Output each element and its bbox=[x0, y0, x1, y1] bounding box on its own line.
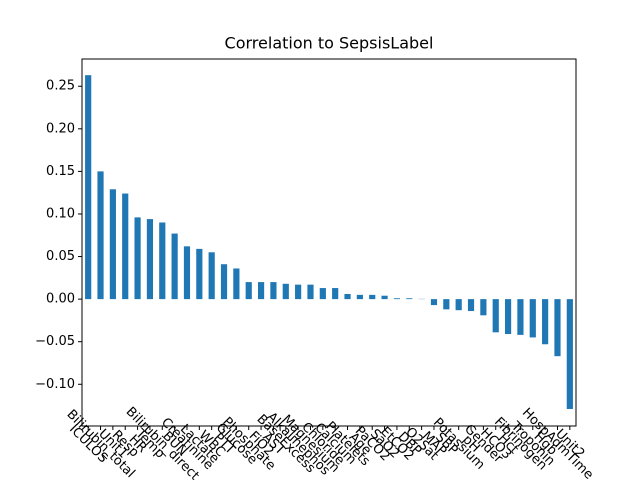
bar bbox=[504, 299, 512, 335]
bar bbox=[97, 171, 104, 300]
bar bbox=[332, 288, 339, 300]
bar bbox=[85, 75, 92, 300]
bar bbox=[208, 252, 215, 300]
y-tick-label: 0.10 bbox=[46, 206, 75, 221]
bar bbox=[171, 233, 178, 300]
bar bbox=[282, 283, 289, 300]
bar bbox=[542, 299, 549, 345]
y-tick-label: −0.10 bbox=[35, 377, 75, 392]
y-tick-label: 0.00 bbox=[46, 292, 75, 307]
bar bbox=[233, 268, 240, 300]
bar bbox=[344, 294, 351, 300]
bar bbox=[406, 298, 413, 300]
bar bbox=[393, 298, 401, 300]
plot-frame bbox=[81, 58, 577, 427]
bar bbox=[196, 248, 203, 300]
bar bbox=[159, 222, 166, 300]
bar bbox=[443, 299, 450, 310]
bar bbox=[134, 217, 141, 300]
chart-title: Correlation to SepsisLabel bbox=[225, 34, 434, 53]
bar bbox=[492, 299, 499, 333]
bar bbox=[109, 189, 116, 300]
bar bbox=[430, 299, 438, 306]
bar bbox=[295, 284, 302, 300]
bar bbox=[307, 284, 314, 300]
y-tick-label: 0.05 bbox=[46, 249, 75, 264]
bar bbox=[245, 282, 252, 300]
bar bbox=[369, 294, 376, 300]
bar bbox=[257, 282, 265, 300]
bar bbox=[356, 294, 363, 300]
y-tick-label: −0.05 bbox=[35, 334, 75, 349]
bar bbox=[455, 299, 462, 311]
bar bbox=[467, 299, 475, 312]
bar bbox=[381, 295, 388, 300]
y-tick-label: 0.15 bbox=[46, 164, 75, 179]
bar bbox=[220, 264, 228, 300]
bar bbox=[146, 219, 154, 300]
bar bbox=[517, 299, 524, 335]
bar bbox=[270, 282, 277, 300]
bar bbox=[480, 299, 487, 316]
bar bbox=[529, 299, 536, 338]
y-tick-label: 0.25 bbox=[46, 79, 75, 94]
bar bbox=[319, 288, 326, 300]
bar bbox=[183, 246, 191, 300]
y-tick-label: 0.20 bbox=[46, 121, 75, 136]
bar bbox=[554, 299, 561, 357]
bar bbox=[122, 193, 129, 300]
bar bbox=[566, 299, 573, 409]
